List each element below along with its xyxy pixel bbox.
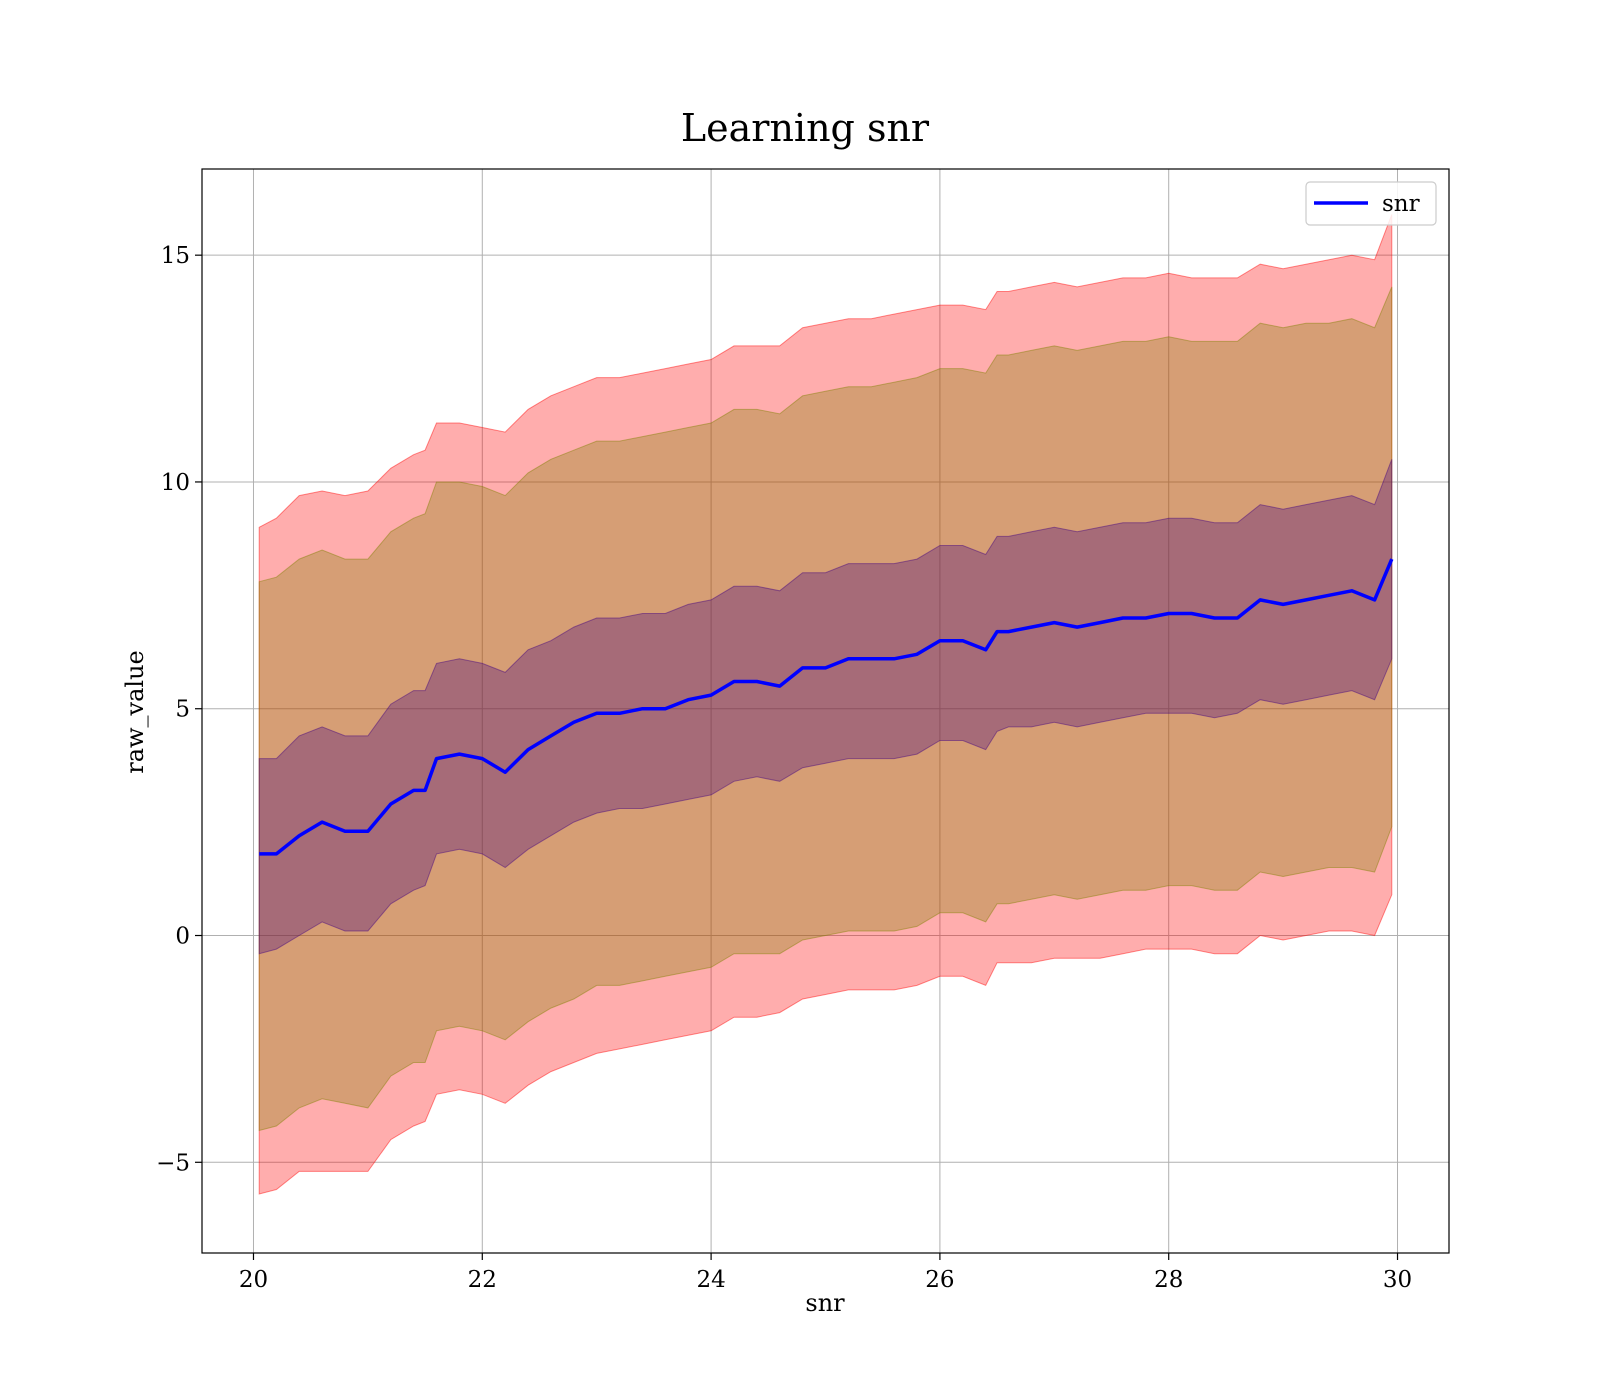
x-tick-label: 24 [696,1267,725,1293]
y-tick-label: 0 [175,924,190,950]
x-tick-label: 22 [468,1267,497,1293]
grid [202,169,1449,1253]
legend: snr [1305,181,1437,226]
y-tick-label: 5 [175,697,190,723]
band-outer [258,214,1393,1195]
bands [258,214,1393,1195]
band-inner [258,459,1393,955]
y-axis-ticks: −5 0 5 10 15 [156,243,202,1176]
x-axis-ticks: 20 22 24 26 28 30 [239,1253,1412,1293]
series [259,558,1394,856]
x-tick-label: 28 [1154,1267,1183,1293]
x-tick-label: 20 [239,1267,268,1293]
x-axis-label: snr [805,1289,845,1317]
x-tick-label: 26 [925,1267,954,1293]
plot-frame [201,168,1450,1254]
y-tick-label: −5 [156,1150,190,1176]
y-axis-label: raw_value [121,650,149,774]
y-tick-label: 15 [161,243,190,269]
series-line-snr [259,558,1394,856]
legend-box [1305,181,1437,226]
x-tick-label: 30 [1383,1267,1412,1293]
y-tick-label: 10 [161,470,190,496]
legend-entry-snr: snr [1382,191,1420,217]
chart-title: Learning snr [681,106,930,150]
band-middle [258,286,1393,1132]
